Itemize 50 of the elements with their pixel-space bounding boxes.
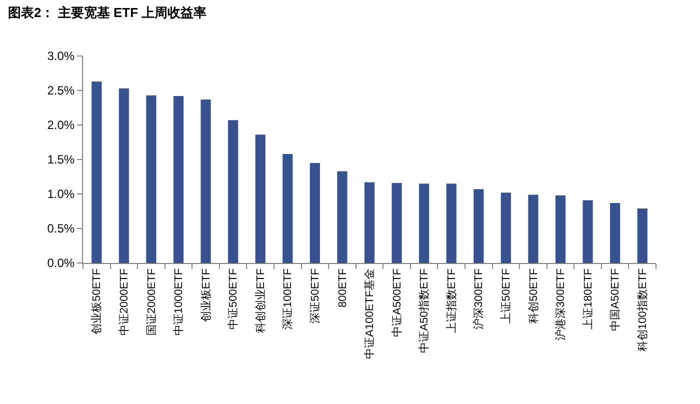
bar [474,189,484,263]
bar [200,99,211,263]
chart-title: 图表2： 主要宽基 ETF 上周收益率 [8,5,207,20]
bar [500,192,511,263]
bar [364,182,375,263]
bar [392,182,402,263]
bar [282,154,293,263]
bar [446,184,456,263]
x-tick-label: 创业板ETF [199,268,212,322]
bar [419,184,430,263]
x-tick-label: 科创创业ETF [254,268,267,334]
x-tick-label: 深证100ETF [282,268,294,330]
x-tick-label: 沪深300ETF [472,268,486,330]
bar [146,95,156,263]
bar [610,202,620,263]
bar [255,134,266,263]
y-tick-label: 1.0% [47,187,75,202]
x-tick-label: 中证500ETF [226,268,240,330]
bar [310,162,320,263]
x-tick-label: 沪港深300ETF [554,268,568,341]
bar [555,195,566,263]
x-tick-label: 国证2000ETF [146,268,158,336]
bar [528,194,538,263]
bar [228,120,238,263]
x-tick-label: 中证A50指数ETF [418,268,431,353]
bar [637,208,648,263]
bar [173,96,184,263]
y-tick-label: 3.0% [47,49,75,64]
x-tick-label: 中国A50ETF [608,268,622,331]
y-tick-label: 0.5% [47,222,75,236]
bar [582,200,593,263]
x-tick-label: 科创100指数ETF [636,268,649,352]
bar [92,82,102,263]
x-tick-label: 上证指数ETF [444,268,458,334]
x-tick-label: 深证50ETF [310,268,322,324]
y-tick-label: 0.0% [47,256,75,270]
x-tick-label: 上证180ETF [581,268,594,330]
x-tick-label: 中证A500ETF [390,268,404,337]
x-tick-label: 上证50ETF [500,268,513,324]
x-tick-label: 中证A100ETF基金 [363,268,376,359]
x-tick-label: 800ETF [336,268,349,308]
y-tick-label: 1.5% [47,152,75,167]
bar [337,171,348,263]
x-tick-label: 创业板50ETF [90,268,104,334]
bar [118,88,129,263]
x-tick-label: 中证1000ETF [172,268,186,336]
y-tick-label: 2.5% [47,84,75,98]
x-tick-label: 科创50ETF [528,268,540,324]
x-tick-label: 中证2000ETF [118,268,131,336]
y-tick-label: 2.0% [47,118,75,132]
